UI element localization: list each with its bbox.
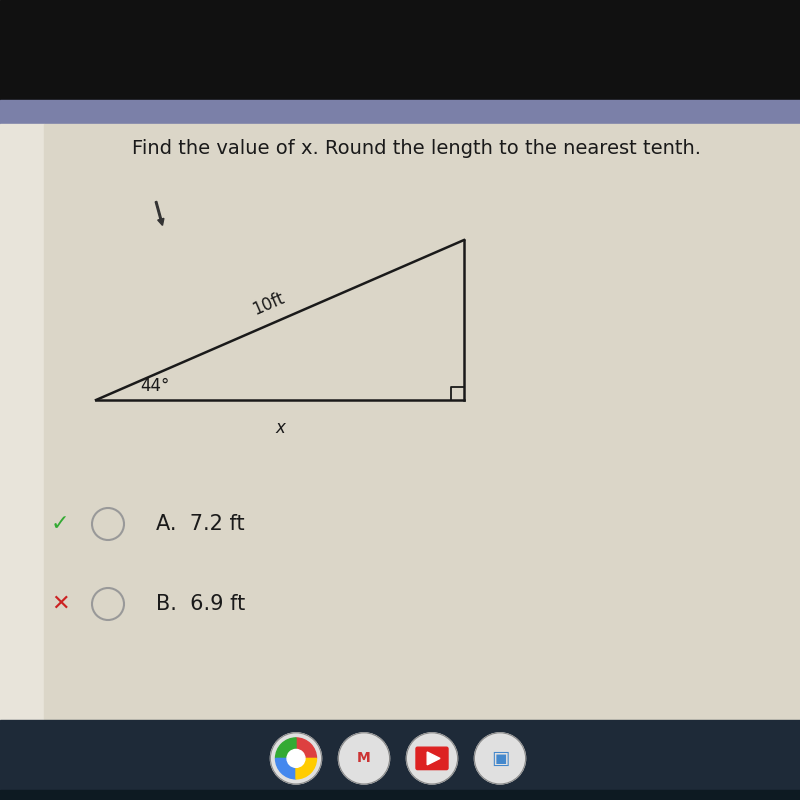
Circle shape	[338, 733, 390, 784]
Text: ✕: ✕	[50, 594, 70, 614]
Wedge shape	[275, 758, 296, 779]
Polygon shape	[427, 752, 440, 765]
Text: x: x	[275, 419, 285, 437]
Circle shape	[287, 750, 305, 767]
Text: A.  7.2 ft: A. 7.2 ft	[156, 514, 245, 534]
Wedge shape	[296, 738, 317, 758]
FancyArrow shape	[155, 202, 164, 226]
Bar	[44, 124, 800, 720]
Wedge shape	[275, 738, 296, 758]
Text: Find the value of x. Round the length to the nearest tenth.: Find the value of x. Round the length to…	[131, 138, 701, 158]
Bar	[0, 0, 800, 100]
Text: ▣: ▣	[491, 749, 509, 768]
Circle shape	[406, 733, 458, 784]
Circle shape	[270, 733, 322, 784]
Circle shape	[474, 733, 526, 784]
Bar	[0, 790, 800, 800]
Bar	[0, 100, 800, 124]
Text: B.  6.9 ft: B. 6.9 ft	[156, 594, 246, 614]
FancyBboxPatch shape	[416, 747, 448, 770]
Wedge shape	[296, 758, 317, 779]
Text: ✓: ✓	[50, 514, 70, 534]
Text: 10ft: 10ft	[250, 289, 287, 318]
Bar	[0, 720, 800, 800]
Text: 44°: 44°	[140, 377, 170, 394]
Text: M: M	[357, 751, 371, 766]
Bar	[0, 124, 44, 720]
